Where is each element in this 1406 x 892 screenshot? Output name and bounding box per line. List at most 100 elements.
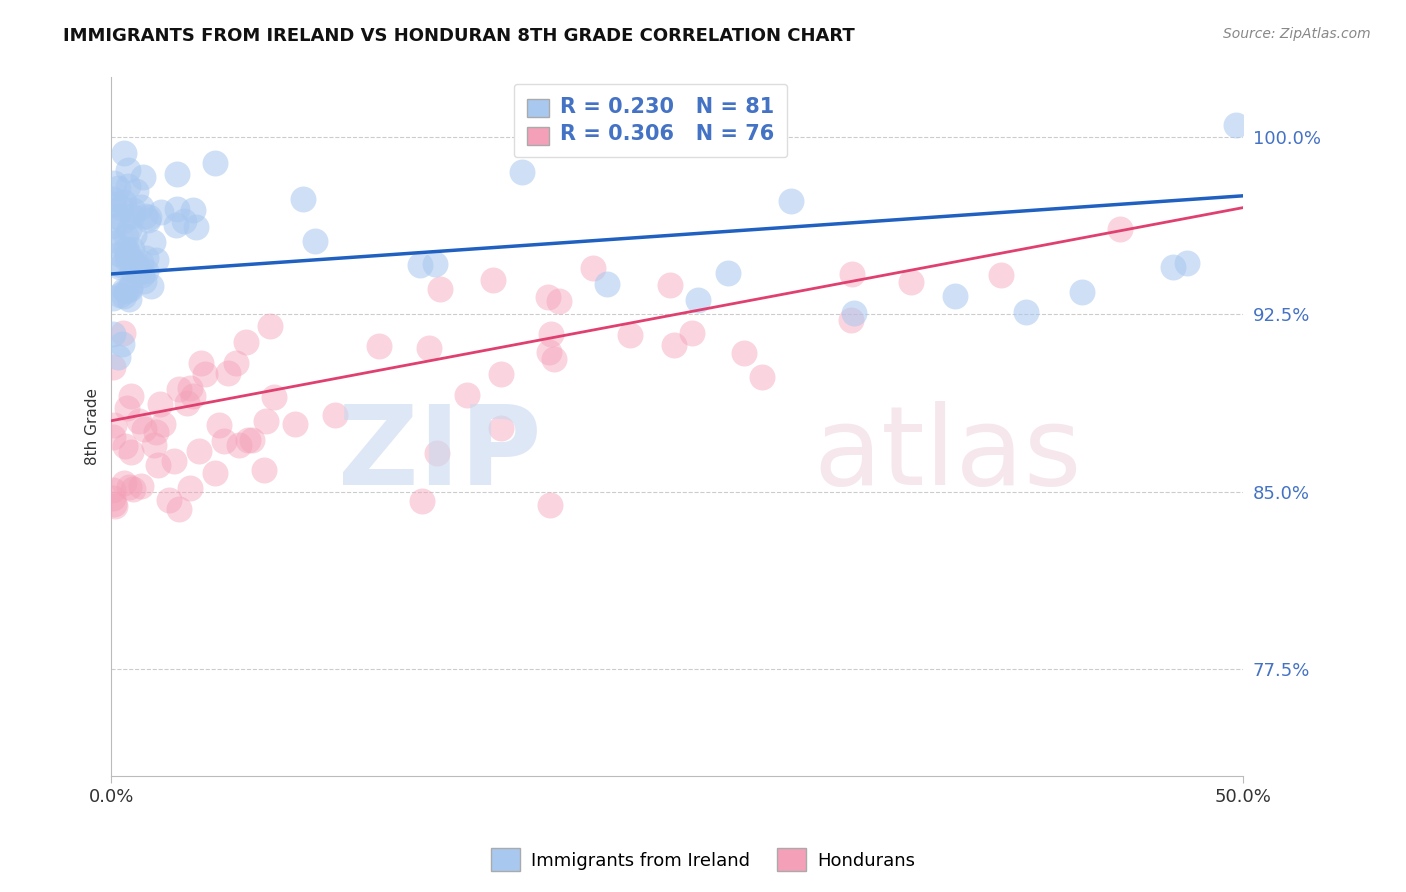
Point bbox=[204, 155, 226, 169]
Point bbox=[990, 268, 1012, 282]
Point bbox=[145, 425, 167, 439]
Point bbox=[254, 414, 277, 428]
Point bbox=[141, 279, 163, 293]
Point bbox=[117, 401, 139, 415]
Point bbox=[688, 293, 710, 307]
Point bbox=[114, 439, 136, 453]
Point bbox=[1175, 256, 1198, 270]
Point bbox=[101, 219, 124, 234]
Point bbox=[146, 458, 169, 473]
Point bbox=[110, 201, 132, 215]
Point bbox=[1071, 285, 1094, 299]
Point bbox=[166, 202, 188, 217]
Point bbox=[214, 434, 236, 448]
Point bbox=[131, 268, 153, 283]
Point bbox=[1108, 222, 1130, 236]
Point bbox=[115, 248, 138, 262]
Point bbox=[134, 209, 156, 223]
Point bbox=[1225, 119, 1247, 133]
Point bbox=[115, 285, 138, 299]
Point bbox=[118, 480, 141, 494]
Point bbox=[582, 261, 605, 276]
Point bbox=[481, 273, 503, 287]
Point bbox=[135, 251, 157, 265]
Point bbox=[418, 341, 440, 355]
Point bbox=[117, 246, 139, 260]
Point bbox=[429, 282, 451, 296]
Point bbox=[167, 502, 190, 516]
Point bbox=[489, 367, 512, 381]
Point bbox=[108, 288, 131, 302]
Point bbox=[540, 327, 562, 342]
Point bbox=[166, 167, 188, 181]
Point bbox=[104, 499, 127, 513]
Point bbox=[114, 289, 136, 303]
Point bbox=[132, 274, 155, 288]
Point bbox=[118, 292, 141, 306]
Point bbox=[125, 185, 148, 199]
Point bbox=[112, 476, 135, 491]
Point bbox=[204, 466, 226, 480]
Point bbox=[121, 263, 143, 277]
Point bbox=[108, 260, 131, 275]
Point bbox=[157, 492, 180, 507]
Point bbox=[208, 418, 231, 433]
Legend: Immigrants from Ireland, Hondurans: Immigrants from Ireland, Hondurans bbox=[484, 841, 922, 879]
Point bbox=[110, 258, 132, 272]
Point bbox=[537, 345, 560, 359]
Point bbox=[842, 306, 865, 320]
Point bbox=[101, 359, 124, 374]
Point bbox=[128, 265, 150, 279]
Point bbox=[240, 434, 263, 448]
Point bbox=[121, 254, 143, 268]
Point bbox=[103, 177, 125, 191]
Point bbox=[681, 326, 703, 340]
Point bbox=[121, 209, 143, 223]
Point bbox=[117, 179, 139, 194]
Point bbox=[162, 454, 184, 468]
Point bbox=[101, 430, 124, 444]
Point bbox=[1161, 260, 1184, 274]
Point bbox=[103, 326, 125, 341]
Point bbox=[547, 294, 569, 309]
Point bbox=[107, 247, 129, 261]
Point bbox=[188, 443, 211, 458]
Point bbox=[121, 388, 143, 402]
Point bbox=[105, 210, 128, 224]
Point bbox=[111, 326, 134, 341]
Point bbox=[304, 234, 326, 248]
Point bbox=[291, 192, 314, 206]
Legend: R = 0.230   N = 81, R = 0.306   N = 76: R = 0.230 N = 81, R = 0.306 N = 76 bbox=[515, 85, 787, 157]
Point bbox=[103, 233, 125, 247]
Point bbox=[228, 438, 250, 452]
Point bbox=[717, 267, 740, 281]
Point bbox=[145, 252, 167, 267]
Point bbox=[780, 194, 803, 208]
Point bbox=[121, 242, 143, 256]
Point bbox=[253, 463, 276, 477]
Point bbox=[1015, 305, 1038, 319]
Point bbox=[103, 197, 125, 211]
Point bbox=[409, 258, 432, 272]
Point bbox=[423, 256, 446, 270]
Point bbox=[194, 368, 217, 382]
Point bbox=[190, 356, 212, 370]
Point bbox=[122, 202, 145, 217]
Point bbox=[107, 181, 129, 195]
Point bbox=[115, 229, 138, 244]
Point bbox=[538, 498, 561, 512]
Point bbox=[839, 313, 862, 327]
Point bbox=[141, 235, 163, 249]
Point bbox=[103, 497, 125, 511]
Point bbox=[124, 227, 146, 242]
Point bbox=[101, 483, 124, 497]
Point bbox=[149, 205, 172, 219]
Point bbox=[662, 338, 685, 352]
Point bbox=[510, 164, 533, 178]
Point bbox=[165, 218, 187, 232]
Point bbox=[121, 482, 143, 496]
Point bbox=[142, 438, 165, 452]
Point bbox=[900, 275, 922, 289]
Point bbox=[104, 235, 127, 250]
Point bbox=[733, 345, 755, 359]
